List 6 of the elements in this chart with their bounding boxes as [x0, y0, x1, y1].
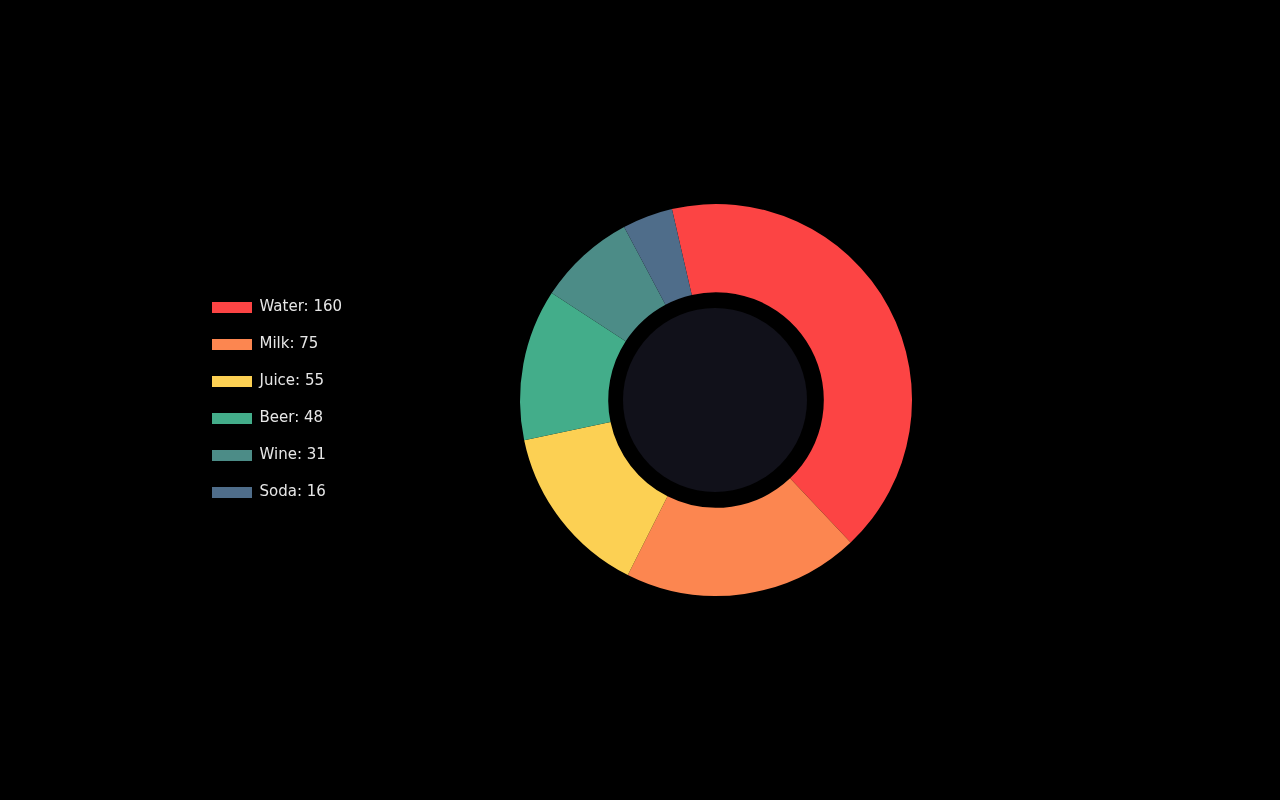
legend-label: Soda: 16 — [259, 482, 326, 501]
legend-label: Beer: 48 — [259, 408, 324, 427]
legend-label: Water: 160 — [259, 297, 343, 316]
legend-label: Juice: 55 — [258, 371, 324, 390]
legend-label: Wine: 31 — [259, 445, 326, 464]
legend-label: Milk: 75 — [259, 334, 319, 353]
